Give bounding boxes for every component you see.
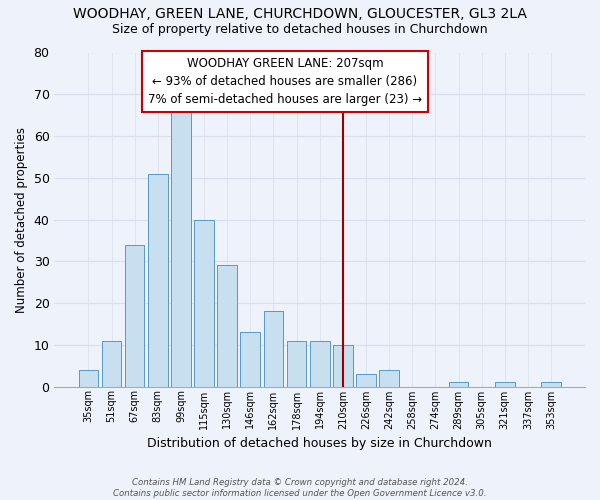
Bar bbox=[194, 220, 214, 386]
Bar bbox=[356, 374, 376, 386]
Bar bbox=[287, 340, 307, 386]
Bar bbox=[379, 370, 399, 386]
Bar bbox=[449, 382, 469, 386]
Bar bbox=[541, 382, 561, 386]
Bar bbox=[241, 332, 260, 386]
Bar bbox=[310, 340, 329, 386]
Bar bbox=[217, 266, 237, 386]
Bar bbox=[495, 382, 515, 386]
Bar bbox=[333, 345, 353, 387]
Text: WOODHAY GREEN LANE: 207sqm
← 93% of detached houses are smaller (286)
7% of semi: WOODHAY GREEN LANE: 207sqm ← 93% of deta… bbox=[148, 56, 422, 106]
Bar bbox=[148, 174, 167, 386]
Bar bbox=[125, 244, 145, 386]
Y-axis label: Number of detached properties: Number of detached properties bbox=[15, 126, 28, 312]
Text: Contains HM Land Registry data © Crown copyright and database right 2024.
Contai: Contains HM Land Registry data © Crown c… bbox=[113, 478, 487, 498]
X-axis label: Distribution of detached houses by size in Churchdown: Distribution of detached houses by size … bbox=[147, 437, 492, 450]
Bar bbox=[171, 111, 191, 386]
Bar bbox=[79, 370, 98, 386]
Bar bbox=[101, 340, 121, 386]
Bar bbox=[263, 312, 283, 386]
Text: Size of property relative to detached houses in Churchdown: Size of property relative to detached ho… bbox=[112, 22, 488, 36]
Text: WOODHAY, GREEN LANE, CHURCHDOWN, GLOUCESTER, GL3 2LA: WOODHAY, GREEN LANE, CHURCHDOWN, GLOUCES… bbox=[73, 8, 527, 22]
